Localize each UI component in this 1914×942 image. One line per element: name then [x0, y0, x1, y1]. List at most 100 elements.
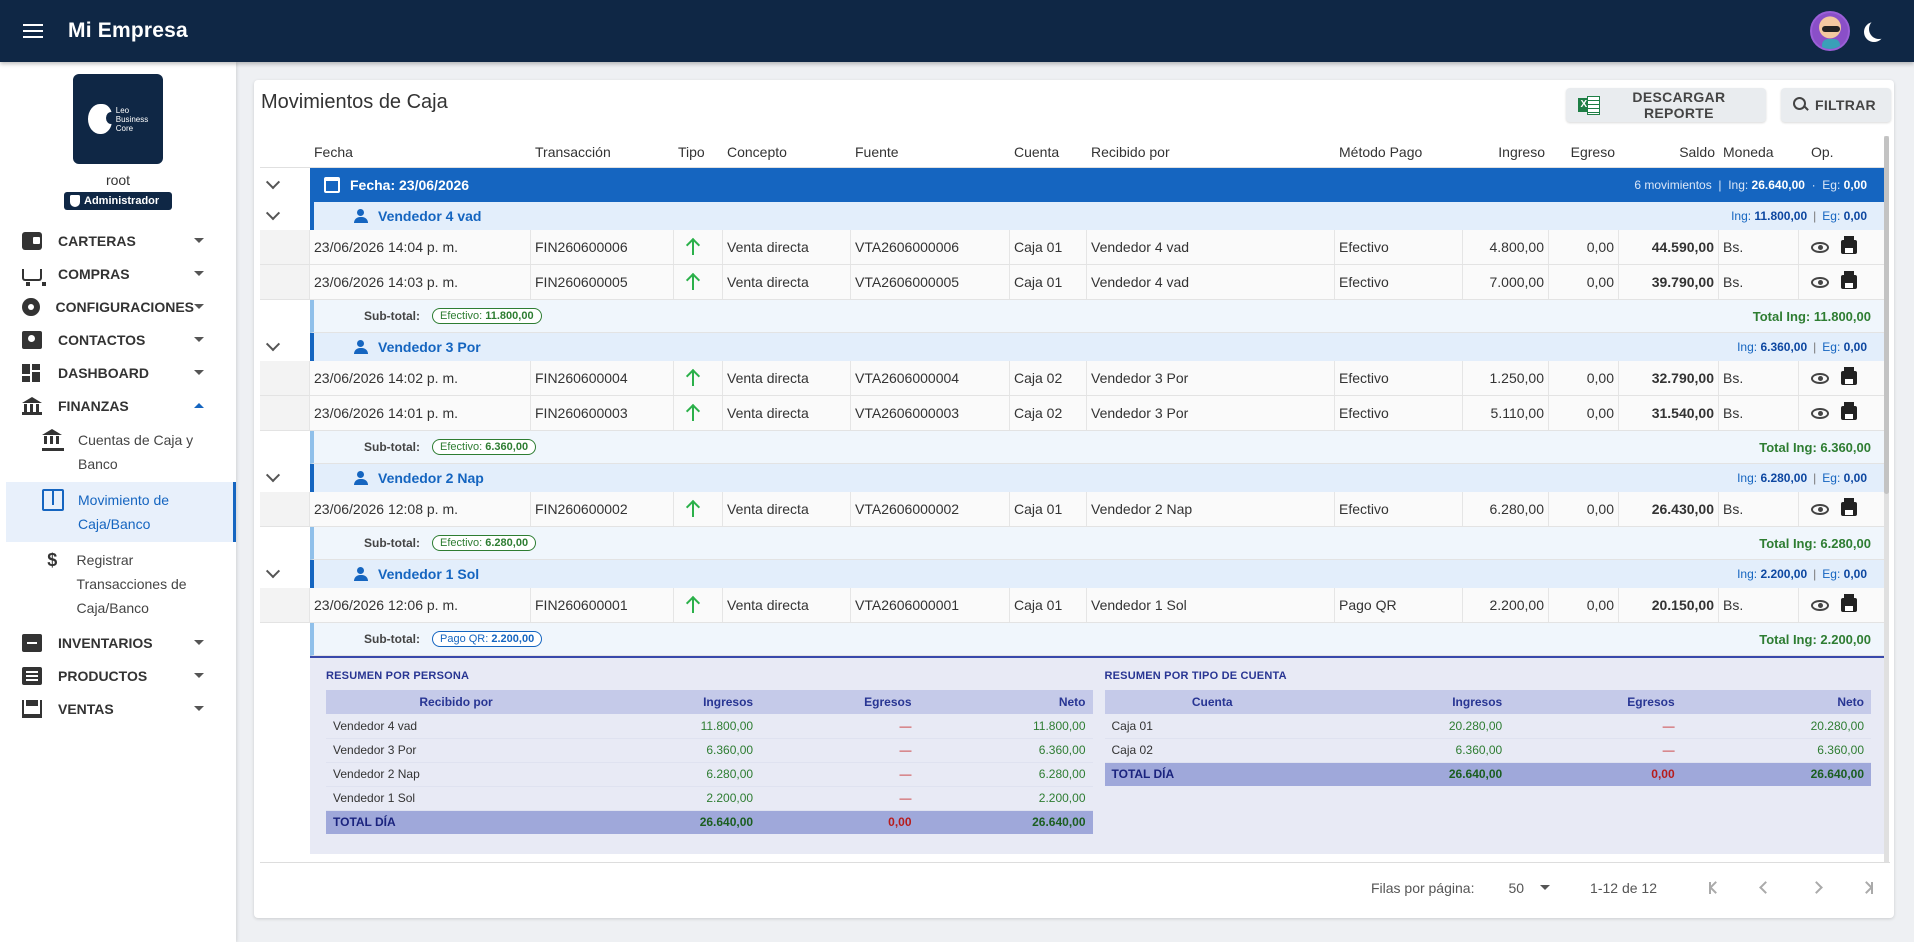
sidebar-item-compras[interactable]: COMPRAS — [0, 257, 236, 290]
sidebar-item-finanzas[interactable]: FINANZAS — [0, 389, 236, 422]
table-row[interactable]: 23/06/2026 14:04 p. m. FIN260600006 Venta … — [260, 230, 1884, 265]
print-icon[interactable] — [1841, 594, 1857, 612]
rows-per-page-select[interactable]: 50 — [1508, 879, 1551, 896]
payment-method-pill: Efectivo: 6.280,00 — [432, 535, 537, 551]
income-label: Ing: — [1737, 471, 1758, 485]
sidebar-item-contactos[interactable]: CONTACTOS — [0, 323, 236, 356]
column-header[interactable]: Método Pago — [1339, 143, 1423, 160]
cell-egreso: 0,00 — [1549, 492, 1619, 526]
cell-recibido: Vendedor 3 Por — [1087, 361, 1335, 395]
first-page-button[interactable] — [1699, 873, 1729, 903]
table-row[interactable]: 23/06/2026 14:03 p. m. FIN260600005 Venta … — [260, 265, 1884, 300]
summary-column-header: Ingresos — [1319, 690, 1510, 714]
sidebar-item-productos[interactable]: PRODUCTOS — [0, 659, 236, 692]
income-label: Ing: — [1731, 209, 1752, 223]
print-icon[interactable] — [1841, 236, 1857, 254]
income-value: 6.360,00 — [1760, 340, 1808, 354]
cell-moneda: Bs. — [1719, 492, 1799, 526]
sidebar-subitem-registrar[interactable]: $ Registrar Transacciones de Caja/Banco — [0, 542, 236, 626]
seller-group-header[interactable]: Vendedor 4 vad Ing: 11.800,00 | Eg: 0,00 — [310, 202, 1884, 230]
cell-transaccion: FIN260600006 — [531, 230, 674, 264]
column-header[interactable]: Concepto — [727, 143, 787, 160]
next-page-button[interactable] — [1801, 873, 1831, 903]
eye-icon[interactable] — [1811, 503, 1829, 515]
sidebar-item-configuraciones[interactable]: CONFIGURACIONES — [0, 290, 236, 323]
seller-name: Vendedor 4 vad — [378, 208, 482, 224]
cell-tipo — [674, 230, 723, 264]
summary-cell: 20.280,00 — [1681, 714, 1871, 739]
column-header[interactable]: Transacción — [535, 143, 611, 160]
menu-icon[interactable] — [20, 17, 48, 45]
summary-cell: 2.200,00 — [918, 786, 1093, 811]
sidebar-item-ventas[interactable]: VENTAS — [0, 692, 236, 725]
table-row[interactable]: 23/06/2026 12:08 p. m. FIN260600002 Venta … — [260, 492, 1884, 527]
chevron-down-icon[interactable] — [265, 175, 281, 190]
expense-label: Eg: — [1822, 471, 1841, 485]
company-logo: Leo Business Core — [73, 74, 163, 164]
summary-cell: 2.200,00 — [586, 786, 761, 811]
sidebar-subitem-cuentas[interactable]: Cuentas de Caja y Banco — [0, 422, 236, 482]
print-icon[interactable] — [1841, 271, 1857, 289]
sidebar-item-carteras[interactable]: CARTERAS — [0, 224, 236, 257]
filter-button[interactable]: FILTRAR — [1781, 88, 1891, 122]
column-header[interactable]: Recibido por — [1091, 143, 1170, 160]
caret-down-icon — [194, 238, 204, 243]
sidebar-subitem-movimiento[interactable]: Movimiento de Caja/Banco — [6, 482, 236, 542]
chevron-down-icon[interactable] — [265, 206, 281, 221]
summary-total-cell: TOTAL DÍA — [326, 810, 587, 834]
column-header[interactable]: Moneda — [1723, 143, 1774, 160]
sidebar-subitem-label: Registrar Transacciones de Caja/Banco — [76, 552, 187, 616]
column-header[interactable]: Fecha — [314, 143, 353, 160]
subtotal-label: Sub-total: — [364, 632, 420, 646]
prev-page-button[interactable] — [1750, 873, 1780, 903]
cell-operations — [1799, 230, 1884, 264]
print-icon[interactable] — [1841, 367, 1857, 385]
cell-cuenta: Caja 01 — [1010, 230, 1087, 264]
subtotal-label: Sub-total: — [364, 536, 420, 550]
chevron-down-icon[interactable] — [265, 468, 281, 483]
dark-mode-toggle-icon[interactable] — [1869, 19, 1889, 39]
sidebar: Leo Business Core root Administrador CAR… — [0, 62, 236, 942]
cell-metodo: Efectivo — [1335, 492, 1463, 526]
column-header[interactable]: Saldo — [1679, 143, 1715, 160]
eye-icon[interactable] — [1811, 241, 1829, 253]
eye-icon[interactable] — [1811, 599, 1829, 611]
dropdown-arrow-icon — [1540, 885, 1551, 890]
table-row[interactable]: 23/06/2026 14:02 p. m. FIN260600004 Venta … — [260, 361, 1884, 396]
column-header[interactable]: Ingreso — [1498, 143, 1545, 160]
table-scrollbar-thumb[interactable] — [1884, 136, 1889, 494]
seller-group-header[interactable]: Vendedor 3 Por Ing: 6.360,00 | Eg: 0,00 — [310, 333, 1884, 361]
cell-moneda: Bs. — [1719, 588, 1799, 622]
user-avatar[interactable] — [1810, 11, 1850, 51]
sidebar-item-inventarios[interactable]: INVENTARIOS — [0, 626, 236, 659]
column-header[interactable]: Egreso — [1570, 143, 1615, 160]
seller-group-header[interactable]: Vendedor 2 Nap Ing: 6.280,00 | Eg: 0,00 — [310, 464, 1884, 492]
chevron-down-icon[interactable] — [265, 564, 281, 579]
sidebar-item-dashboard[interactable]: DASHBOARD — [0, 356, 236, 389]
column-header[interactable]: Cuenta — [1014, 143, 1060, 160]
cell-concepto: Venta directa — [723, 230, 851, 264]
caret-down-icon — [194, 337, 204, 342]
download-report-button[interactable]: DESCARGAR REPORTE — [1566, 88, 1766, 122]
logo-text-line: Business — [115, 114, 149, 124]
first-page-icon — [1708, 881, 1722, 894]
column-header[interactable]: Tipo — [678, 143, 705, 160]
eye-icon[interactable] — [1811, 276, 1829, 288]
table-scrollbar-track[interactable] — [1884, 136, 1889, 862]
eye-icon[interactable] — [1811, 407, 1829, 419]
print-icon[interactable] — [1841, 402, 1857, 420]
subtotal-band: Sub-total: Efectivo: 11.800,00 Total Ing: … — [310, 300, 1884, 333]
chevron-down-icon[interactable] — [265, 337, 281, 352]
date-group-header[interactable]: Fecha: 23/06/2026 6 movimientos | Ing: 2… — [310, 168, 1884, 202]
table-row[interactable]: 23/06/2026 12:06 p. m. FIN260600001 Venta … — [260, 588, 1884, 623]
rows-per-page-value: 50 — [1508, 879, 1525, 896]
table-row[interactable]: 23/06/2026 14:01 p. m. FIN260600003 Venta … — [260, 396, 1884, 431]
column-header[interactable]: Fuente — [855, 143, 899, 160]
seller-group-header[interactable]: Vendedor 1 Sol Ing: 2.200,00 | Eg: 0,00 — [310, 560, 1884, 588]
last-page-button[interactable] — [1852, 873, 1882, 903]
cell-metodo: Pago QR — [1335, 588, 1463, 622]
sidebar-item-label: PRODUCTOS — [58, 667, 148, 684]
eye-icon[interactable] — [1811, 372, 1829, 384]
cell-operations — [1799, 492, 1884, 526]
print-icon[interactable] — [1841, 498, 1857, 516]
